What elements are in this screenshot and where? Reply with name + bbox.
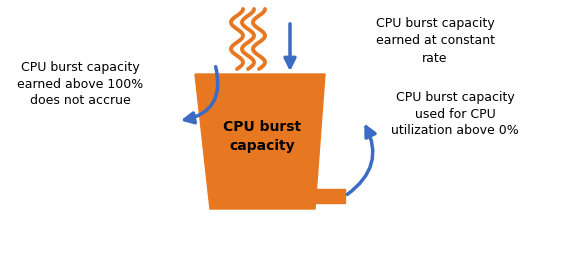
Text: CPU burst capacity
earned above 100%
does not accrue: CPU burst capacity earned above 100% doe… <box>17 61 143 108</box>
Text: CPU burst capacity
used for CPU
utilization above 0%: CPU burst capacity used for CPU utilizat… <box>391 90 519 137</box>
Polygon shape <box>195 74 325 209</box>
Text: CPU burst
capacity: CPU burst capacity <box>223 120 301 153</box>
Bar <box>313 189 345 203</box>
Text: CPU burst capacity
earned at constant
rate: CPU burst capacity earned at constant ra… <box>376 17 494 65</box>
